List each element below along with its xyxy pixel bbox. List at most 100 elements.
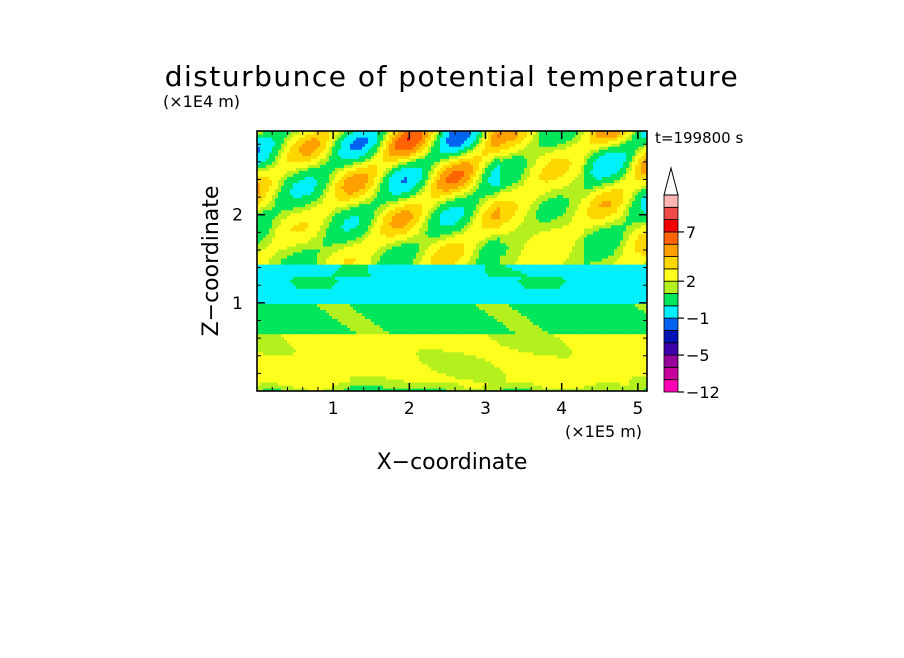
field-cell [377, 273, 381, 277]
field-cell [359, 366, 363, 371]
field-cell [623, 303, 627, 307]
field-cell [263, 279, 267, 283]
field-cell [347, 372, 351, 377]
field-cell [641, 363, 645, 368]
field-cell [359, 369, 363, 374]
field-cell [350, 318, 354, 323]
field-cell [485, 300, 489, 304]
field-cell [620, 381, 624, 386]
field-cell [299, 372, 303, 377]
field-cell [323, 360, 327, 365]
field-cell [305, 384, 309, 389]
field-cell [596, 312, 600, 317]
field-cell [533, 315, 537, 320]
field-cell [311, 357, 315, 362]
field-cell [575, 312, 579, 317]
field-cell [422, 351, 426, 356]
field-cell [350, 279, 354, 283]
field-cell [413, 315, 417, 320]
field-cell [458, 291, 462, 295]
field-cell [404, 273, 408, 277]
field-cell [485, 285, 489, 289]
field-cell [602, 306, 606, 310]
field-cell [362, 381, 366, 386]
field-cell [500, 342, 504, 347]
field-cell [479, 327, 483, 332]
field-cell [512, 339, 516, 344]
field-cell [566, 288, 570, 292]
field-cell [413, 381, 417, 386]
field-cell [401, 282, 405, 286]
field-cell [521, 300, 525, 304]
field-cell [626, 363, 630, 368]
field-cell [425, 342, 429, 347]
field-cell [521, 309, 525, 313]
field-cell [497, 294, 501, 298]
field-cell [332, 312, 336, 317]
field-cell [491, 378, 495, 383]
field-cell [473, 297, 477, 301]
field-cell [404, 336, 408, 341]
field-cell [569, 330, 573, 335]
field-cell [356, 303, 360, 307]
field-cell [437, 300, 441, 304]
field-cell [548, 324, 552, 329]
field-cell [299, 342, 303, 347]
field-cell [323, 387, 327, 391]
field-cell [599, 336, 603, 341]
field-cell [362, 315, 366, 320]
field-cell [338, 306, 342, 310]
field-cell [278, 303, 282, 307]
field-cell [275, 351, 279, 356]
field-cell [452, 384, 456, 389]
field-cell [302, 336, 306, 341]
field-cell [401, 348, 405, 353]
field-cell [311, 348, 315, 353]
field-cell [368, 330, 372, 335]
field-cell [413, 387, 417, 391]
field-cell [371, 333, 375, 338]
field-cell [431, 333, 435, 338]
field-cell [626, 327, 630, 332]
field-cell [503, 345, 507, 350]
field-cell [488, 303, 492, 307]
field-cell [542, 288, 546, 292]
field-cell [605, 351, 609, 356]
field-cell [437, 333, 441, 338]
field-cell [638, 366, 642, 371]
field-cell [356, 276, 360, 280]
field-cell [278, 297, 282, 301]
field-cell [281, 318, 285, 323]
field-cell [386, 366, 390, 371]
field-cell [302, 318, 306, 323]
field-cell [614, 348, 618, 353]
field-cell [611, 384, 615, 389]
field-cell [323, 327, 327, 332]
field-cell [278, 333, 282, 338]
field-cell [410, 318, 414, 323]
field-cell [368, 285, 372, 289]
field-cell [404, 384, 408, 389]
field-cell [506, 324, 510, 329]
field-cell [407, 342, 411, 347]
field-cell [467, 333, 471, 338]
field-cell [311, 288, 315, 292]
field-cell [281, 342, 285, 347]
field-cell [347, 354, 351, 359]
field-cell [335, 351, 339, 356]
field-cell [263, 321, 267, 326]
field-cell [545, 303, 549, 307]
field-cell [605, 363, 609, 368]
field-cell [599, 381, 603, 386]
field-cell [611, 297, 615, 301]
field-cell [494, 375, 498, 380]
field-cell [560, 321, 564, 326]
field-cell [539, 351, 543, 356]
field-cell [368, 378, 372, 383]
field-cell [365, 336, 369, 341]
field-cell [359, 342, 363, 347]
field-cell [455, 327, 459, 332]
field-cell [368, 363, 372, 368]
field-cell [566, 297, 570, 301]
field-cell [299, 297, 303, 301]
